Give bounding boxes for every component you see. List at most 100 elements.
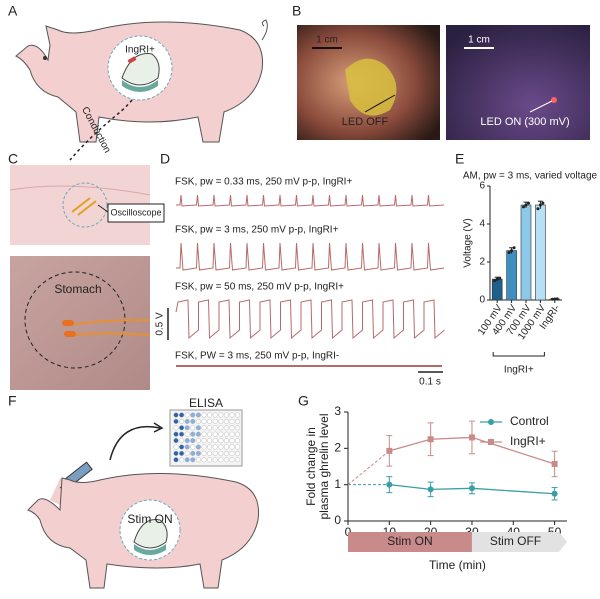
well xyxy=(195,412,201,418)
data-point xyxy=(550,297,554,301)
trace-label: FSK, pw = 0.33 ms, 250 mV p-p, IngRI+ xyxy=(175,177,352,188)
well xyxy=(223,431,229,437)
well xyxy=(212,412,218,418)
trace-label: FSK, pw = 50 ms, 250 mV p-p, IngRI+ xyxy=(175,282,344,293)
y-tick-label: 0 xyxy=(479,295,485,306)
well xyxy=(218,450,224,456)
well xyxy=(218,438,224,444)
lead-tip xyxy=(62,320,74,326)
well xyxy=(190,418,196,424)
trace-label: FSK, PW = 3 ms, 250 mV p-p, IngRI- xyxy=(175,351,339,362)
well xyxy=(201,418,207,424)
well xyxy=(179,450,185,456)
well xyxy=(229,418,235,424)
well xyxy=(173,450,179,456)
legend-label: IngRI+ xyxy=(510,434,546,448)
well xyxy=(195,444,201,450)
well xyxy=(223,444,229,450)
well xyxy=(223,425,229,431)
well xyxy=(207,450,213,456)
assay-label: ELISA xyxy=(189,396,223,410)
data-point xyxy=(493,279,497,283)
well xyxy=(195,425,201,431)
well xyxy=(207,431,213,437)
well xyxy=(235,431,241,437)
state-label: Stim ON xyxy=(127,512,172,526)
well xyxy=(229,450,235,456)
well xyxy=(212,438,218,444)
well xyxy=(184,418,190,424)
marker xyxy=(386,447,393,454)
panel-label: D xyxy=(160,151,170,167)
leads xyxy=(69,319,151,336)
f-illustration xyxy=(27,409,260,589)
lead-tip xyxy=(64,331,76,337)
y-tick-label: 4 xyxy=(479,219,485,230)
series-line xyxy=(389,436,555,465)
trace-label: FSK, pw = 3 ms, 250 mV p-p, IngRI+ xyxy=(175,225,339,236)
well xyxy=(190,412,196,418)
well xyxy=(212,450,218,456)
well xyxy=(184,438,190,444)
well xyxy=(212,418,218,424)
well xyxy=(173,444,179,450)
well xyxy=(235,444,241,450)
y-axis-label: Voltage (V) xyxy=(463,218,474,267)
well xyxy=(179,431,185,437)
marker xyxy=(551,460,558,467)
well xyxy=(201,431,207,437)
panel-label: C xyxy=(8,151,18,167)
electrodes xyxy=(71,197,97,216)
well xyxy=(190,431,196,437)
implant-label: IngRI+ xyxy=(125,45,155,56)
well xyxy=(229,412,235,418)
well xyxy=(235,425,241,431)
well xyxy=(201,412,207,418)
series-line xyxy=(389,484,555,495)
well xyxy=(184,412,190,418)
data-point xyxy=(510,249,514,253)
bar xyxy=(506,250,517,301)
well xyxy=(201,450,207,456)
well xyxy=(212,425,218,431)
y-tick-label: 2 xyxy=(479,257,485,268)
well xyxy=(235,438,241,444)
y-tick-label: 0 xyxy=(334,513,341,527)
well xyxy=(212,444,218,450)
well xyxy=(173,457,179,463)
well xyxy=(218,457,224,463)
well xyxy=(223,438,229,444)
traces xyxy=(175,194,445,367)
well xyxy=(195,431,201,437)
bar xyxy=(491,278,503,301)
phase-bar xyxy=(348,532,472,552)
well xyxy=(223,457,229,463)
well xyxy=(184,444,190,450)
pointer xyxy=(529,100,553,113)
data-point xyxy=(536,207,540,211)
well xyxy=(195,450,201,456)
data-point xyxy=(507,251,511,254)
phase-bar xyxy=(471,532,567,552)
group-bracket xyxy=(492,352,545,357)
y-tick-label: 2 xyxy=(334,441,341,455)
well xyxy=(212,457,218,463)
charts: AM, pw = 3 ms, varied voltage Voltage (V)… xyxy=(304,171,597,573)
well xyxy=(173,431,179,437)
led-off-label: LED OFF xyxy=(342,116,389,128)
data-point xyxy=(495,277,499,281)
oscilloscope-box xyxy=(107,203,165,223)
chart-title: AM, pw = 3 ms, varied voltage xyxy=(463,171,598,182)
marker xyxy=(551,490,558,497)
data-point xyxy=(541,201,545,205)
y-tick-label: 1 xyxy=(334,477,341,491)
legend-marker xyxy=(488,439,494,445)
zoom-circle xyxy=(62,182,108,228)
well xyxy=(218,444,224,450)
marker xyxy=(427,486,434,493)
y-axis-label: plasma ghrelin level xyxy=(317,413,331,519)
organ-label: Stomach xyxy=(54,282,101,296)
trace xyxy=(176,194,445,207)
bar xyxy=(535,204,546,301)
well xyxy=(235,412,241,418)
